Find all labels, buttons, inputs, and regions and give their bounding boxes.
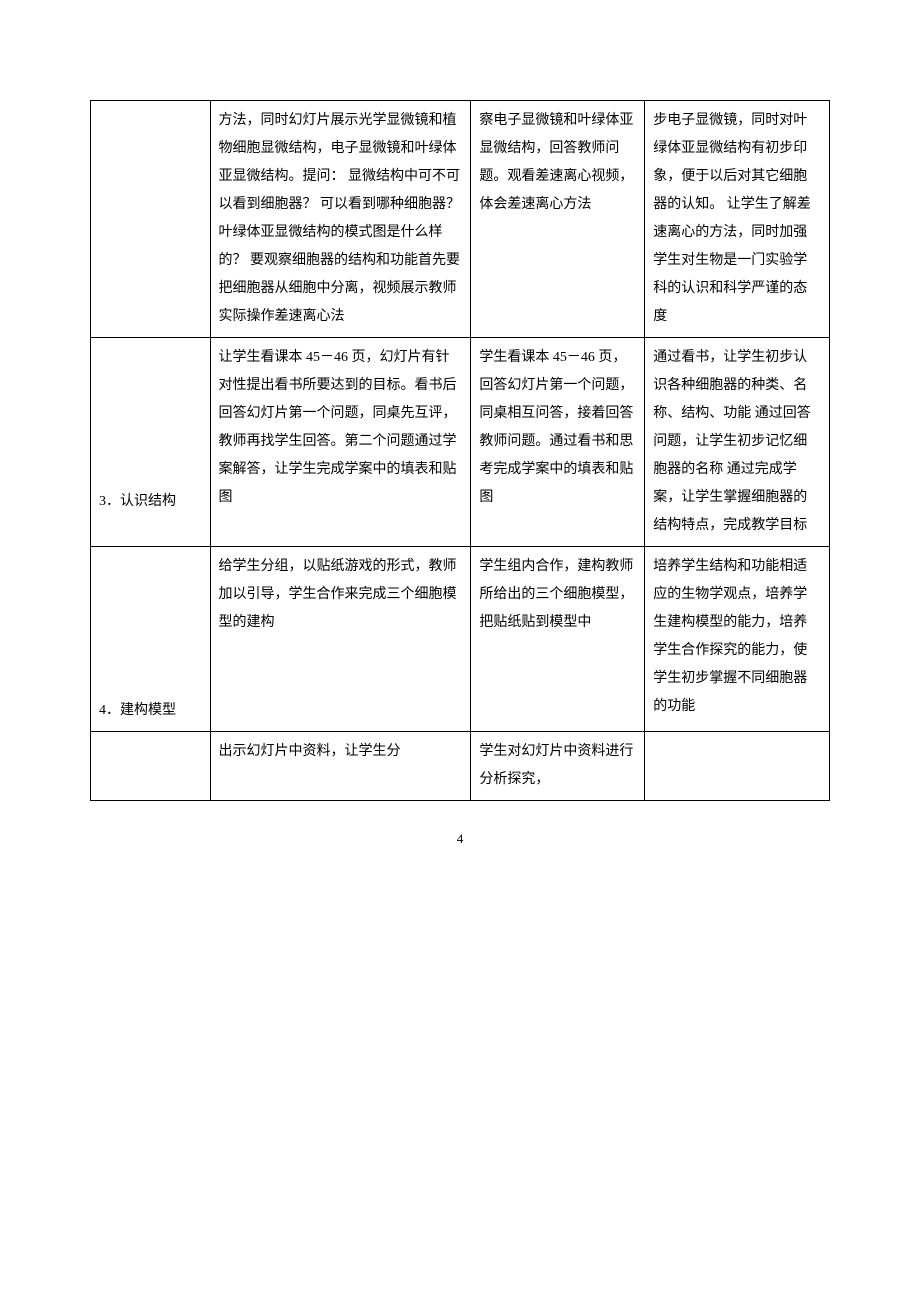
table-row: 方法，同时幻灯片展示光学显微镜和植物细胞显微结构，电子显微镜和叶绿体亚显微结构。… [91, 101, 830, 338]
cell-intent: 培养学生结构和功能相适应的生物学观点，培养学生建构模型的能力，培养学生合作探究的… [645, 547, 830, 732]
cell-intent: 通过看书，让学生初步认识各种细胞器的种类、名称、结构、功能 通过回答问题，让学生… [645, 338, 830, 547]
cell-student: 察电子显微镜和叶绿体亚显微结构，回答教师问题。观看差速离心视频，体会差速离心方法 [471, 101, 645, 338]
cell-step [91, 101, 211, 338]
lesson-plan-table: 方法，同时幻灯片展示光学显微镜和植物细胞显微结构，电子显微镜和叶绿体亚显微结构。… [90, 100, 830, 801]
cell-student: 学生看课本 45－46 页，回答幻灯片第一个问题，同桌相互问答，接着回答教师问题… [471, 338, 645, 547]
table-row: 3．认识结构 让学生看课本 45－46 页，幻灯片有针对性提出看书所要达到的目标… [91, 338, 830, 547]
page-number: 4 [90, 831, 830, 847]
page-container: 方法，同时幻灯片展示光学显微镜和植物细胞显微结构，电子显微镜和叶绿体亚显微结构。… [0, 0, 920, 887]
cell-step: 4．建构模型 [91, 547, 211, 732]
cell-student: 学生对幻灯片中资料进行分析探究， [471, 732, 645, 801]
cell-intent: 步电子显微镜，同时对叶绿体亚显微结构有初步印象，便于以后对其它细胞器的认知。 让… [645, 101, 830, 338]
cell-student: 学生组内合作，建构教师所给出的三个细胞模型，把贴纸贴到模型中 [471, 547, 645, 732]
cell-teacher: 给学生分组，以贴纸游戏的形式，教师加以引导，学生合作来完成三个细胞模型的建构 [210, 547, 471, 732]
cell-teacher: 方法，同时幻灯片展示光学显微镜和植物细胞显微结构，电子显微镜和叶绿体亚显微结构。… [210, 101, 471, 338]
cell-intent [645, 732, 830, 801]
table-row: 出示幻灯片中资料，让学生分 学生对幻灯片中资料进行分析探究， [91, 732, 830, 801]
cell-step: 3．认识结构 [91, 338, 211, 547]
cell-teacher: 让学生看课本 45－46 页，幻灯片有针对性提出看书所要达到的目标。看书后回答幻… [210, 338, 471, 547]
table-row: 4．建构模型 给学生分组，以贴纸游戏的形式，教师加以引导，学生合作来完成三个细胞… [91, 547, 830, 732]
cell-step [91, 732, 211, 801]
cell-teacher: 出示幻灯片中资料，让学生分 [210, 732, 471, 801]
